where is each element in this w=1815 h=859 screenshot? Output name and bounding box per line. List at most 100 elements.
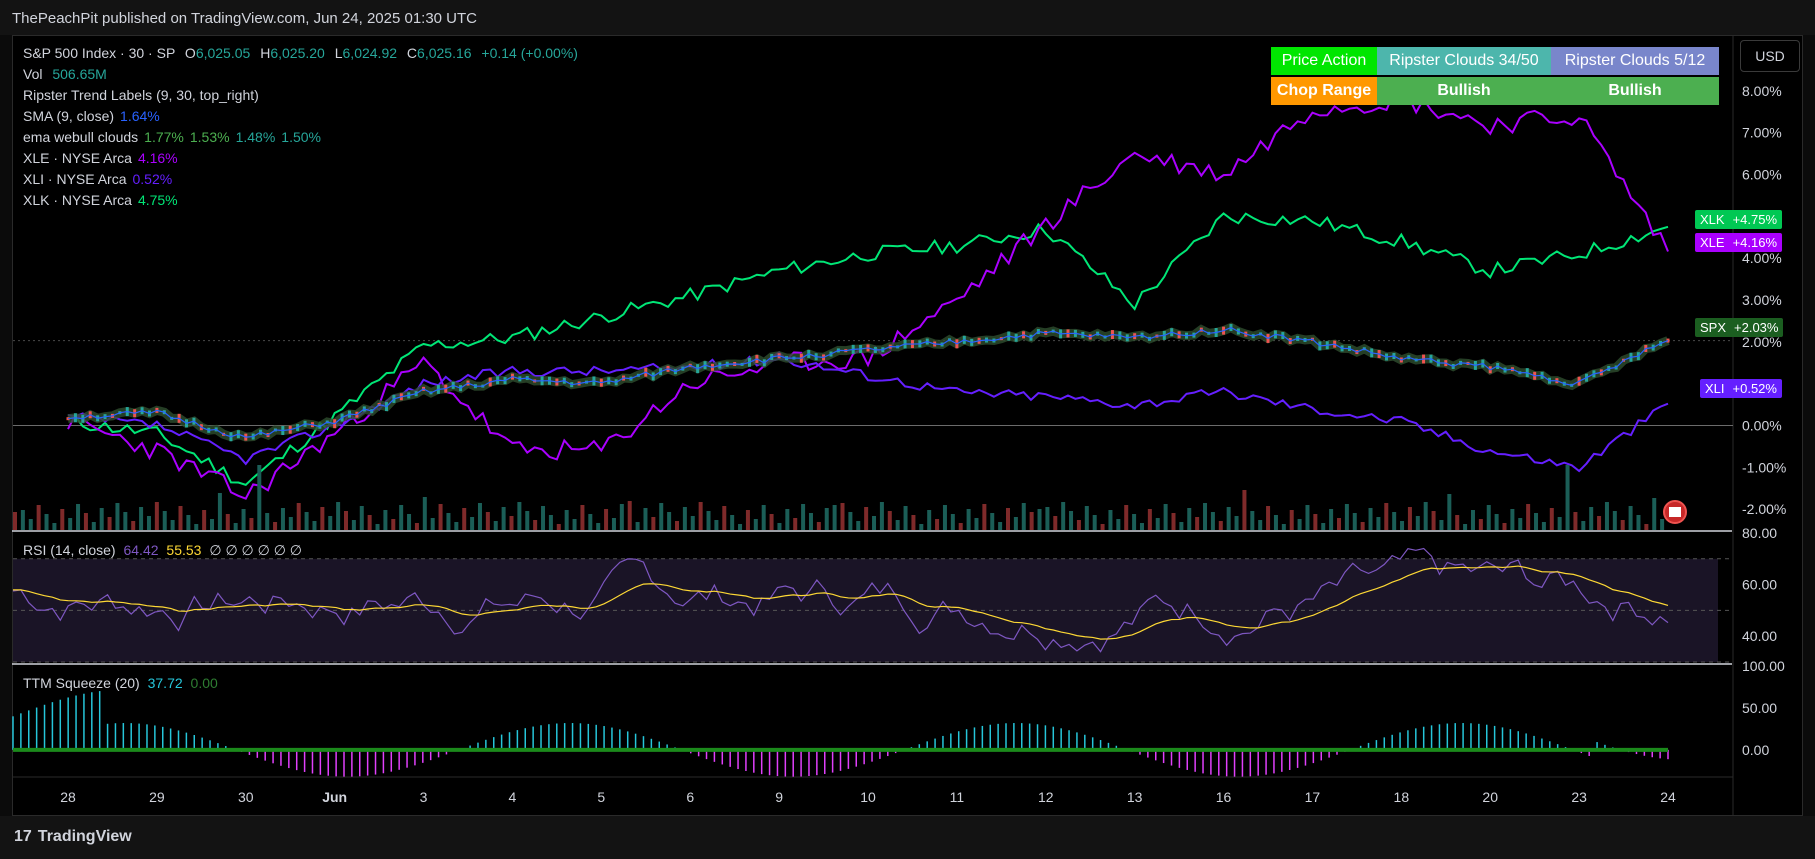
price-tick-label: 8.00% (1742, 83, 1782, 99)
volume-bar (675, 521, 679, 530)
symbol-row[interactable]: S&P 500 Index · 30 · SP O6,025.05 H6,025… (23, 43, 578, 64)
volume-bar (714, 520, 719, 530)
rsi-value: 64.42 (123, 542, 159, 558)
volume-bar (1234, 516, 1239, 530)
volume-bar (202, 510, 207, 530)
table-value-bullish-5-12: Bullish (1551, 77, 1719, 105)
spx-candles (66, 322, 1670, 442)
volume-bar (1510, 509, 1515, 530)
legend-row[interactable]: XLI · NYSE Arca 0.52% (23, 169, 578, 190)
volume-bar (52, 523, 57, 530)
volume-bar (541, 506, 546, 530)
volume-row[interactable]: Vol 506.65M (23, 64, 578, 85)
volume-bar (1250, 511, 1255, 530)
ttm-value: 37.72 (147, 675, 183, 691)
time-tick-label: 28 (60, 789, 76, 805)
rsi-label: RSI (14, close) (23, 542, 116, 558)
volume-bar (1242, 490, 1247, 530)
volume-bar (1597, 516, 1602, 530)
volume-bar (1392, 512, 1397, 530)
time-tick-label: 30 (238, 789, 254, 805)
volume-bar (1431, 511, 1436, 530)
volume-bar (107, 517, 112, 530)
volume-bar (399, 505, 404, 530)
volume-bar (1660, 519, 1665, 530)
ohlc-close: 6,025.16 (417, 45, 472, 61)
legend-row-value: 4.16% (137, 150, 178, 166)
ttm-histogram (12, 691, 1669, 777)
volume-bar (848, 512, 853, 530)
currency-button[interactable]: USD (1740, 40, 1800, 72)
legend-row-value: 1.77% (144, 129, 184, 145)
volume-bar (872, 516, 877, 530)
volume-bar (651, 517, 656, 530)
tag-value: +4.75% (1732, 212, 1778, 227)
footer: 17 TradingView (0, 816, 1815, 859)
volume-bar (1163, 504, 1168, 530)
time-tick-label: 13 (1127, 789, 1143, 805)
time-tick-label: 24 (1660, 789, 1676, 805)
volume-bar (273, 522, 278, 530)
volume-bar (1329, 509, 1334, 530)
ohlc-high-label: H (260, 45, 271, 61)
volume-bar (1478, 519, 1483, 530)
volume-bar (1557, 517, 1562, 530)
volume-bar (572, 519, 577, 530)
publish-header: ThePeachPit published on TradingView.com… (0, 0, 1815, 35)
volume-bar (1439, 520, 1444, 530)
volume-bar (1076, 520, 1081, 530)
time-axis: 28 29 30 Jun 3 4 5 6 9 10 11 12 13 16 17 18 20 23 24 (60, 789, 1676, 805)
legend-row[interactable]: SMA (9, close) 1.64% (23, 106, 578, 127)
volume-bar (1108, 510, 1113, 530)
ttm-zero-value: 0.00 (190, 675, 218, 691)
volume-bar (1494, 514, 1499, 530)
volume-bar (28, 519, 33, 530)
volume-bar (1218, 521, 1223, 530)
rsi-band (13, 558, 1718, 662)
time-tick-label: 23 (1571, 789, 1587, 805)
legend-row[interactable]: XLK · NYSE Arca 4.75% (23, 190, 578, 211)
volume-bar (1321, 523, 1326, 530)
tradingview-logo[interactable]: 17 TradingView (14, 828, 132, 846)
legend-row[interactable]: XLE · NYSE Arca 4.16% (23, 148, 578, 169)
volume-bars (13, 465, 1665, 530)
ttm-tick-label: 0.00 (1742, 742, 1769, 758)
volume-bar (178, 506, 183, 530)
volume-bar (1549, 508, 1554, 530)
volume-bar (83, 513, 88, 530)
rsi-legend[interactable]: RSI (14, close) 64.42 55.53 ∅ ∅ ∅ ∅ ∅ ∅ (23, 542, 302, 559)
ttm-label: TTM Squeeze (20) (23, 675, 140, 691)
ohlc-high: 6,025.20 (270, 45, 325, 61)
price-tag-spx: SPX +2.03% (1695, 318, 1784, 337)
volume-bar (1376, 517, 1381, 530)
volume-bar (548, 515, 553, 530)
volume-bar (1179, 522, 1184, 530)
legend-row[interactable]: ema webull clouds 1.77% 1.53% 1.48% 1.50% (23, 127, 578, 148)
volume-bar (1360, 522, 1365, 530)
volume-bar (533, 520, 538, 530)
volume-bar (643, 508, 648, 530)
volume-bar (1069, 511, 1074, 530)
table-value-chop: Chop Range (1271, 77, 1377, 105)
us-flag-icon[interactable] (1663, 500, 1687, 524)
time-tick-label: 10 (860, 789, 876, 805)
volume-bar (438, 504, 443, 530)
volume-bar (328, 516, 333, 530)
legend-row-value: 4.75% (137, 192, 178, 208)
legend-row[interactable]: Ripster Trend Labels (9, 30, top_right) (23, 85, 578, 106)
volume-bar (879, 502, 884, 530)
volume-bar (1132, 514, 1137, 530)
volume-bar (304, 512, 309, 530)
price-tick-label: 3.00% (1742, 292, 1782, 308)
volume-bar (998, 522, 1003, 530)
volume-bar (44, 514, 49, 530)
ema-cloud (67, 322, 1670, 442)
volume-bar (509, 516, 514, 530)
time-tick-label: 18 (1394, 789, 1410, 805)
volume-value: 506.65M (52, 66, 107, 82)
symbol-name[interactable]: S&P 500 Index · 30 · SP (23, 45, 176, 61)
volume-bar (249, 518, 254, 530)
volume-bar (422, 497, 427, 530)
ttm-legend[interactable]: TTM Squeeze (20) 37.72 0.00 (23, 675, 218, 691)
